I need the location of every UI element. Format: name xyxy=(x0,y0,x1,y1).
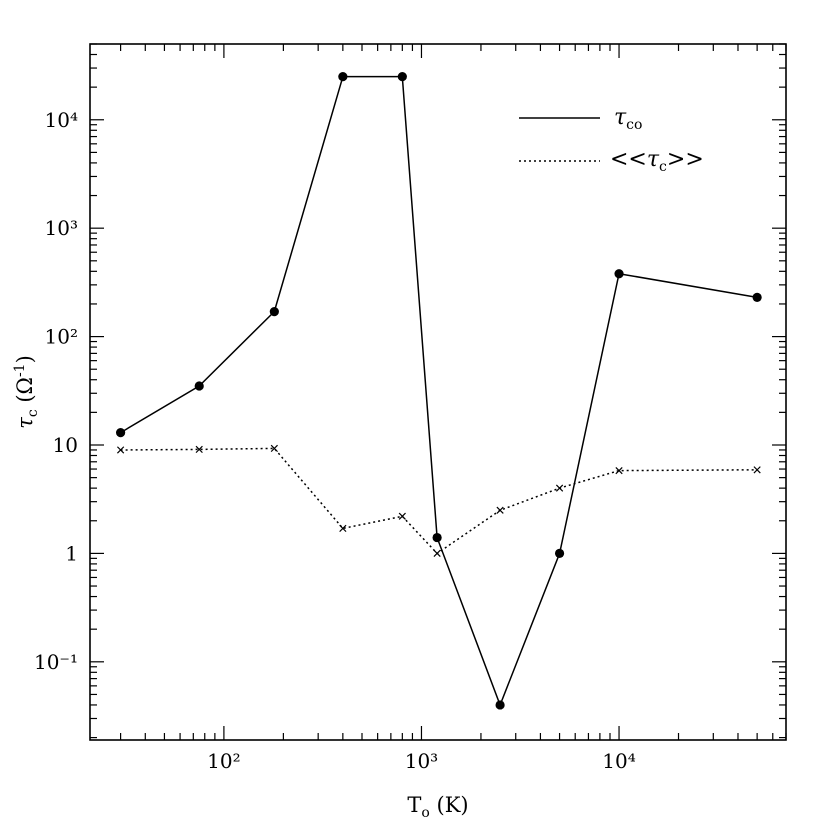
data-point xyxy=(554,548,565,559)
series-line-2 xyxy=(120,447,758,555)
x-tick-label: 10² xyxy=(207,749,240,773)
y-tick-label: 10⁴ xyxy=(45,108,78,132)
data-point xyxy=(614,269,624,279)
legend: τco <<τc>> xyxy=(519,105,704,175)
legend-label-2: <<τc>> xyxy=(610,147,704,175)
data-point-x xyxy=(116,446,125,454)
data-point-x xyxy=(195,445,203,454)
axis-ticks xyxy=(90,43,787,740)
x-axis-subscript: o xyxy=(421,805,429,821)
data-point xyxy=(397,72,407,82)
data-point-x xyxy=(555,484,564,492)
y-tick-label: 10⁻¹ xyxy=(34,650,78,674)
plot-frame xyxy=(89,43,787,741)
y-tick-label: 1 xyxy=(65,541,78,565)
series-layer xyxy=(116,72,762,710)
data-point-x xyxy=(433,549,441,558)
data-point xyxy=(432,532,442,543)
data-point xyxy=(269,307,279,317)
x-axis-title: To (K) xyxy=(407,793,468,821)
series-line-1 xyxy=(120,75,758,708)
legend-label-1: τco xyxy=(614,105,642,133)
y-tick-label: 10³ xyxy=(45,216,78,240)
data-point xyxy=(338,72,348,82)
data-point-x xyxy=(496,506,504,514)
data-point xyxy=(116,428,126,438)
x-tick-label: 10³ xyxy=(405,749,438,773)
data-point-x xyxy=(339,524,347,533)
data-point xyxy=(752,292,762,302)
y-tick-label: 10² xyxy=(45,325,78,349)
y-axis-title: τc (Ω-1) xyxy=(12,355,41,429)
data-point-x xyxy=(753,466,761,474)
data-point xyxy=(495,700,505,710)
x-tick-label: 10⁴ xyxy=(602,749,635,773)
data-point-x xyxy=(270,444,278,453)
data-point-x xyxy=(398,512,406,520)
y-tick-label: 10 xyxy=(53,433,78,457)
tick-labels: 10² 10³ 10⁴ 10⁻¹ 1 10 10² 10³ 10⁴ xyxy=(34,108,636,773)
data-point-x xyxy=(615,467,623,475)
data-point xyxy=(194,381,204,391)
